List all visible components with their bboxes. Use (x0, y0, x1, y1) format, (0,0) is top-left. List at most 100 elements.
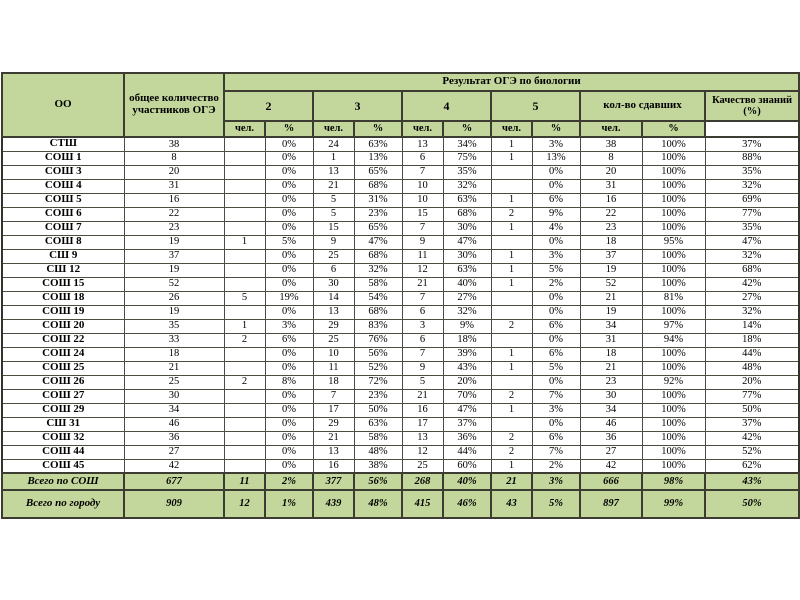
passed-people-cell: 18 (579, 234, 643, 250)
grade5-people-cell (490, 178, 533, 194)
table-row: СОШ 1 8 0% 1 13% 6 75% 1 13% 8 100% 88% (1, 150, 800, 166)
grade3-percent-cell: 56% (353, 346, 403, 362)
grade5-people-cell: 2 (490, 318, 533, 334)
grade2-percent-cell: 0% (264, 346, 314, 362)
grade2-percent-cell: 0% (264, 304, 314, 320)
grade2-percent-cell: 3% (264, 318, 314, 334)
grade5-people-cell: 2 (490, 206, 533, 222)
grade4-percent-cell: 37% (442, 416, 492, 432)
quality-cell: 27% (704, 290, 800, 306)
grade3-people-cell: 15 (312, 220, 355, 236)
quality-cell: 77% (704, 206, 800, 222)
passed-people-cell: 897 (579, 489, 643, 519)
grade4-people-cell: 10 (401, 192, 444, 208)
quality-cell: 50% (703, 489, 800, 519)
quality-cell: 52% (704, 444, 800, 460)
grade4-percent-cell: 34% (442, 136, 492, 152)
grade4-people-cell: 12 (401, 262, 444, 278)
grade5-people-cell: 2 (490, 430, 533, 446)
total-participants-cell: 677 (123, 472, 225, 491)
school-name-cell: СОШ 6 (1, 206, 125, 222)
header-grade-2: 2 (223, 90, 314, 122)
grade4-people-cell: 3 (401, 318, 444, 334)
grade3-people-cell: 21 (312, 178, 355, 194)
grade5-percent-cell: 7% (531, 444, 581, 460)
grade3-percent-cell: 58% (353, 430, 403, 446)
quality-cell: 69% (704, 192, 800, 208)
grade5-percent-cell: 6% (531, 318, 581, 334)
grade4-percent-cell: 43% (442, 360, 492, 376)
grade3-percent-cell: 65% (353, 220, 403, 236)
grade2-people-cell (223, 248, 266, 264)
grade2-percent-cell: 0% (264, 136, 314, 152)
grade5-percent-cell: 0% (531, 164, 581, 180)
passed-percent-cell: 100% (641, 136, 706, 152)
grade3-percent-cell: 13% (353, 150, 403, 166)
grade4-people-cell: 6 (401, 332, 444, 348)
grade2-percent-cell: 0% (264, 178, 314, 194)
grade3-percent-cell: 48% (353, 444, 403, 460)
quality-cell: 35% (704, 164, 800, 180)
total-participants-cell: 46 (123, 416, 225, 432)
grade2-people-cell (223, 430, 266, 446)
grade2-people-cell: 2 (223, 374, 266, 390)
passed-people-cell: 16 (579, 192, 643, 208)
passed-people-cell: 52 (579, 276, 643, 292)
grade4-percent-cell: 40% (442, 276, 492, 292)
total-participants-cell: 37 (123, 248, 225, 264)
total-participants-cell: 30 (123, 388, 225, 404)
grade3-people-cell: 9 (312, 234, 355, 250)
quality-cell: 50% (704, 402, 800, 418)
passed-people-cell: 38 (579, 136, 643, 152)
table-row: СОШ 44 27 0% 13 48% 12 44% 2 7% 27 100% … (1, 444, 800, 460)
grade3-percent-cell: 47% (353, 234, 403, 250)
total-participants-cell: 52 (123, 276, 225, 292)
quality-cell: 88% (704, 150, 800, 166)
grade4-percent-cell: 40% (442, 472, 492, 491)
header-grade-3: 3 (312, 90, 403, 122)
passed-people-cell: 31 (579, 178, 643, 194)
total-participants-cell: 21 (123, 360, 225, 376)
grade2-percent-cell: 0% (264, 360, 314, 376)
header-unit-percent-5: % (531, 120, 581, 138)
grade3-people-cell: 377 (312, 472, 355, 491)
grade5-percent-cell: 2% (531, 458, 581, 474)
header-row-band: ОО общее количество участников ОГЭ Резул… (1, 72, 800, 138)
passed-percent-cell: 100% (641, 178, 706, 194)
grade5-percent-cell: 5% (531, 262, 581, 278)
passed-people-cell: 42 (579, 458, 643, 474)
total-participants-cell: 23 (123, 220, 225, 236)
school-name-cell: СШ 31 (1, 416, 125, 432)
passed-percent-cell: 100% (641, 304, 706, 320)
grade4-percent-cell: 60% (442, 458, 492, 474)
grade2-people-cell (223, 360, 266, 376)
grade5-people-cell (490, 164, 533, 180)
grade5-percent-cell: 7% (531, 388, 581, 404)
grade2-percent-cell: 5% (264, 234, 314, 250)
total-participants-cell: 20 (123, 164, 225, 180)
grade4-people-cell: 21 (401, 276, 444, 292)
grade3-people-cell: 439 (312, 489, 355, 519)
grade2-people-cell: 5 (223, 290, 266, 306)
grade5-percent-cell: 3% (531, 402, 581, 418)
grade5-people-cell: 1 (490, 360, 533, 376)
grade3-percent-cell: 76% (353, 332, 403, 348)
passed-people-cell: 20 (579, 164, 643, 180)
table-row: СОШ 19 19 0% 13 68% 6 32% 0% 19 100% 32% (1, 304, 800, 320)
school-name-cell: Всего по городу (1, 489, 125, 519)
grade3-percent-cell: 31% (353, 192, 403, 208)
grade2-percent-cell: 0% (264, 430, 314, 446)
grade2-percent-cell: 6% (264, 332, 314, 348)
grade4-people-cell: 7 (401, 220, 444, 236)
school-name-cell: СШ 9 (1, 248, 125, 264)
passed-percent-cell: 95% (641, 234, 706, 250)
passed-people-cell: 21 (579, 360, 643, 376)
passed-people-cell: 18 (579, 346, 643, 362)
grade2-people-cell (223, 402, 266, 418)
grade2-people-cell (223, 304, 266, 320)
grade2-percent-cell: 1% (264, 489, 314, 519)
grade3-people-cell: 5 (312, 192, 355, 208)
header-unit-people-5: чел. (490, 120, 533, 138)
grade4-people-cell: 25 (401, 458, 444, 474)
grade4-people-cell: 13 (401, 430, 444, 446)
